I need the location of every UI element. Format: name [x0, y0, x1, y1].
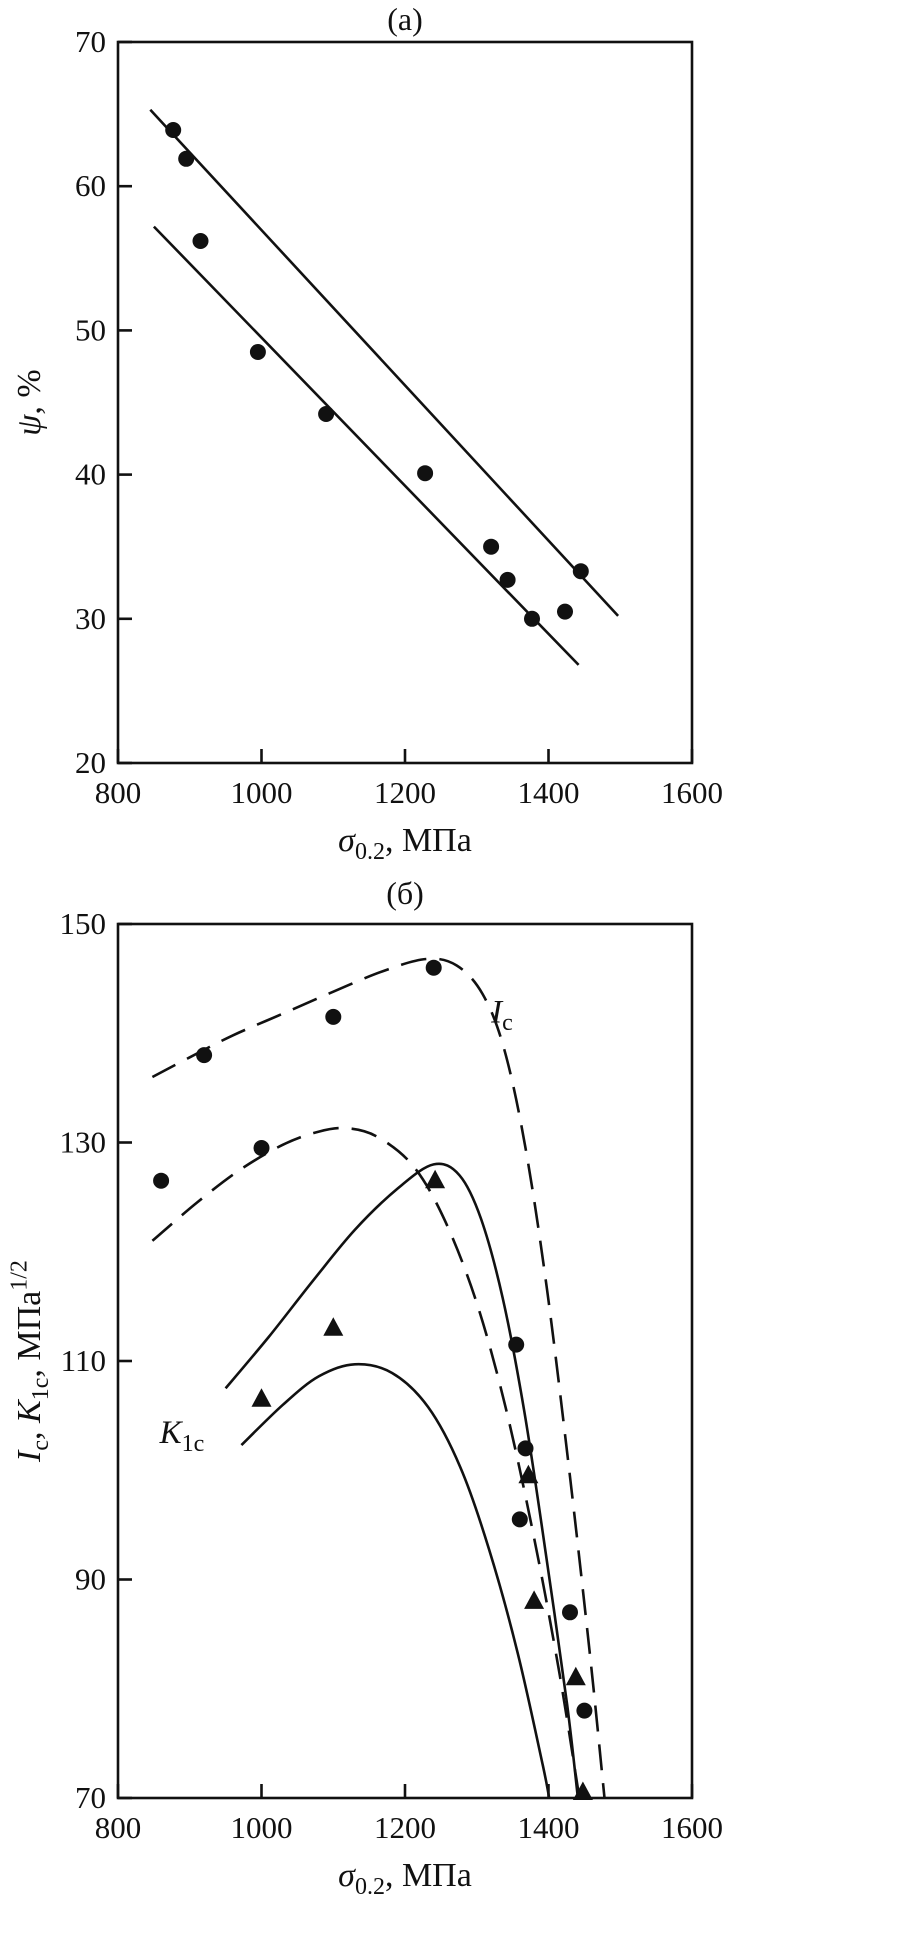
x-tick-label: 1000 [231, 775, 293, 810]
x-axis-label: σ0.2, МПа [338, 822, 472, 865]
x-tick-label: 1400 [518, 775, 580, 810]
K1c-data-point [572, 1781, 593, 1800]
y-tick-label: 130 [60, 1125, 107, 1160]
Ic-data-point [562, 1604, 578, 1621]
reduction-of-area-data-point [192, 233, 209, 249]
reduction-of-area-data-point [524, 610, 540, 627]
K1c-upper-band-curve [224, 1162, 580, 1798]
reduction-of-area-data-point [557, 603, 573, 620]
K1c-data-point [524, 1590, 545, 1609]
series-layer [149, 108, 620, 666]
x-tick-label: 800 [95, 1810, 142, 1845]
panel-b: (б) 800 1000 1200 1400 1600 70 90 110 130 150 σ0.2… [0, 868, 898, 1954]
series-layer [151, 957, 606, 1798]
Ic-curve-label: Ic [490, 994, 513, 1036]
Ic-data-point [576, 1702, 593, 1719]
Ic-data-point [325, 1008, 342, 1025]
reduction-of-area-data-point [178, 150, 195, 167]
y-axis-label: ψ, % [11, 369, 48, 435]
y-tick-label: 60 [75, 168, 106, 203]
y-tick-label: 30 [75, 601, 106, 636]
y-tick-label: 20 [75, 745, 106, 780]
reduction-of-area-data-point [483, 538, 500, 555]
Ic-data-point [253, 1140, 270, 1156]
lower-trend-line [152, 225, 580, 666]
K1c-lower-band-curve [240, 1362, 551, 1798]
Ic-data-point [425, 959, 442, 976]
Ic-data-point [511, 1511, 528, 1528]
y-tick-label: 70 [75, 24, 106, 59]
K1c-data-point [425, 1169, 446, 1189]
panel-b-chart: (б) 800 1000 1200 1400 1600 70 90 110 130 150 σ0.2… [6, 875, 723, 1900]
x-tick-label: 1600 [661, 1810, 723, 1845]
x-tick-label: 1400 [518, 1810, 580, 1845]
Ic-data-point [508, 1336, 525, 1353]
reduction-of-area-data-point [499, 571, 516, 588]
Ic-data-point [196, 1047, 213, 1064]
Ic-data-point [517, 1440, 534, 1457]
y-tick-label: 90 [75, 1562, 106, 1597]
x-tick-label: 800 [95, 775, 142, 810]
x-tick-label: 1200 [374, 775, 436, 810]
upper-trend-line [149, 108, 620, 617]
panel-a: (а) 800 1000 1200 1400 1600 20 30 40 50 60 70 σ0.2,… [0, 0, 898, 868]
x-tick-label: 1200 [374, 1810, 436, 1845]
y-tick-label: 70 [75, 1780, 106, 1815]
K1c-data-point [323, 1317, 344, 1336]
Ic-upper-band-curve [151, 957, 606, 1798]
panel-b-title: (б) [386, 875, 424, 911]
y-tick-label: 50 [75, 312, 106, 347]
panel-b-plot-area: 800 1000 1200 1400 1600 70 90 110 130 150 σ0.2, МП… [6, 906, 723, 1900]
x-axis-label: σ0.2, МПа [338, 1857, 472, 1900]
reduction-of-area-data-point [249, 344, 266, 360]
y-tick-label: 110 [61, 1343, 106, 1378]
y-tick-label: 150 [60, 906, 107, 941]
K1c-data-point [565, 1666, 586, 1686]
reduction-of-area-data-point [417, 465, 434, 482]
Ic-data-point [153, 1172, 170, 1189]
y-tick-label: 40 [75, 457, 106, 492]
K1c-data-point [518, 1464, 539, 1484]
K1c-curve-label: K1c [159, 1415, 205, 1457]
reduction-of-area-data-point [572, 563, 589, 580]
K1c-data-point [251, 1388, 272, 1407]
Ic-lower-band-curve [151, 1126, 581, 1798]
y-axis-label: Ic, K1c, МПа1/2 [6, 1260, 54, 1463]
panel-a-chart: (а) 800 1000 1200 1400 1600 20 30 40 50 60 70 σ0.2,… [11, 1, 723, 865]
reduction-of-area-data-point [165, 122, 182, 138]
panel-a-title: (а) [387, 1, 423, 37]
x-tick-label: 1000 [231, 1810, 293, 1845]
x-tick-label: 1600 [661, 775, 723, 810]
panel-a-plot-area: 800 1000 1200 1400 1600 20 30 40 50 60 70 σ0.2, МПа… [11, 24, 723, 865]
reduction-of-area-data-point [318, 406, 335, 422]
plot-frame [116, 40, 694, 765]
